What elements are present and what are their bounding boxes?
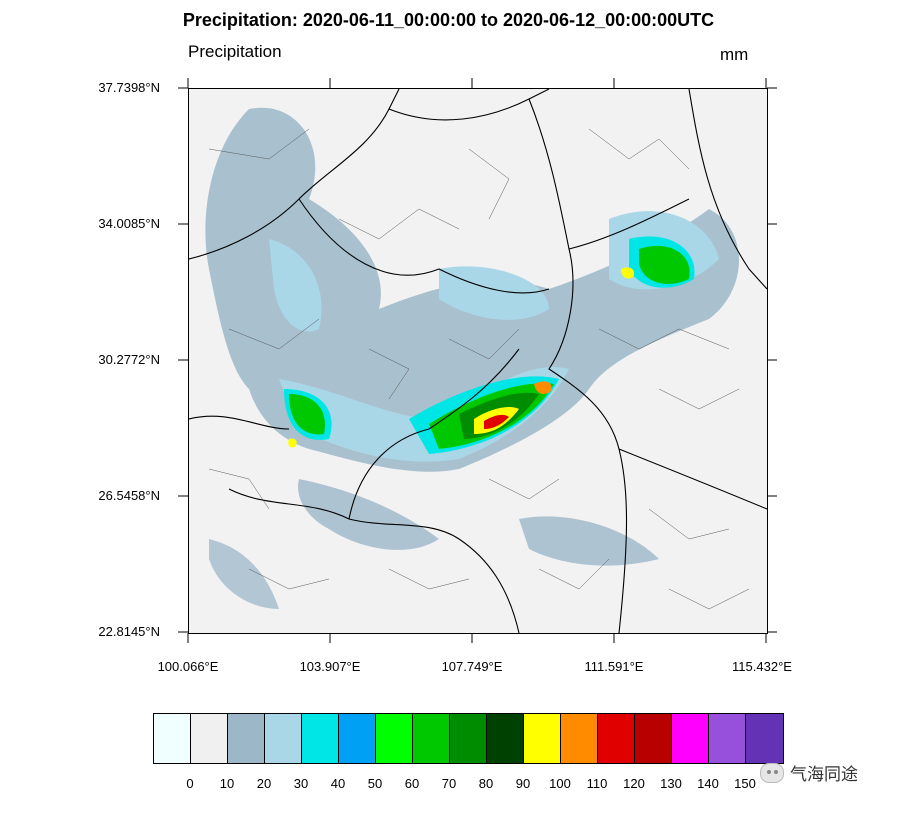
colorbar-label: 40 (330, 776, 346, 791)
colorbar-cell (302, 714, 339, 763)
field-label: Precipitation (188, 42, 282, 61)
colorbar-label: 30 (293, 776, 309, 791)
lon-label: 107.749°E (441, 659, 503, 674)
colorbar-cell (450, 714, 487, 763)
colorbar-cell (228, 714, 265, 763)
colorbar (153, 713, 784, 764)
colorbar-cell (598, 714, 635, 763)
precip-layer (205, 107, 740, 609)
lat-label: 30.2772°N (98, 352, 160, 367)
lon-label: 115.432°E (732, 659, 792, 674)
colorbar-label: 10 (219, 776, 235, 791)
colorbar-label: 150 (734, 776, 756, 791)
colorbar-cell (339, 714, 376, 763)
colorbar-cell (746, 714, 783, 763)
lon-label: 103.907°E (299, 659, 361, 674)
precipitation-map (188, 88, 768, 634)
colorbar-label: 130 (660, 776, 682, 791)
colorbar-cell (191, 714, 228, 763)
colorbar-cell (709, 714, 746, 763)
plot-title: Precipitation: 2020-06-11_00:00:00 to 20… (182, 10, 715, 30)
colorbar-cell (154, 714, 191, 763)
colorbar-label: 110 (586, 776, 608, 791)
lon-label: 111.591°E (584, 659, 644, 674)
colorbar-cell (561, 714, 598, 763)
colorbar-label: 120 (623, 776, 645, 791)
lon-label: 100.066°E (157, 659, 219, 674)
colorbar-label: 140 (697, 776, 719, 791)
colorbar-cell (265, 714, 302, 763)
lat-label: 34.0085°N (98, 216, 160, 231)
lat-label: 37.7398°N (98, 80, 160, 95)
wechat-icon (760, 762, 784, 783)
colorbar-label: 0 (186, 776, 194, 791)
colorbar-cell (635, 714, 672, 763)
units-label: mm (720, 45, 749, 64)
watermark-text: 气海同途 (790, 765, 858, 784)
colorbar-label: 80 (478, 776, 494, 791)
lat-label: 22.8145°N (98, 624, 160, 639)
colorbar-label: 60 (404, 776, 420, 791)
province-borders (189, 89, 767, 633)
colorbar-cell (524, 714, 561, 763)
colorbar-label: 90 (515, 776, 531, 791)
watermark: 气海同途 (760, 760, 858, 785)
colorbar-label: 70 (441, 776, 457, 791)
colorbar-label: 50 (367, 776, 383, 791)
lat-label: 26.5458°N (98, 488, 160, 503)
colorbar-label: 20 (256, 776, 272, 791)
colorbar-cell (413, 714, 450, 763)
map-canvas (189, 89, 767, 633)
colorbar-cell (376, 714, 413, 763)
colorbar-cell (487, 714, 524, 763)
colorbar-label: 100 (549, 776, 571, 791)
colorbar-cell (672, 714, 709, 763)
county-borders (208, 128, 750, 610)
